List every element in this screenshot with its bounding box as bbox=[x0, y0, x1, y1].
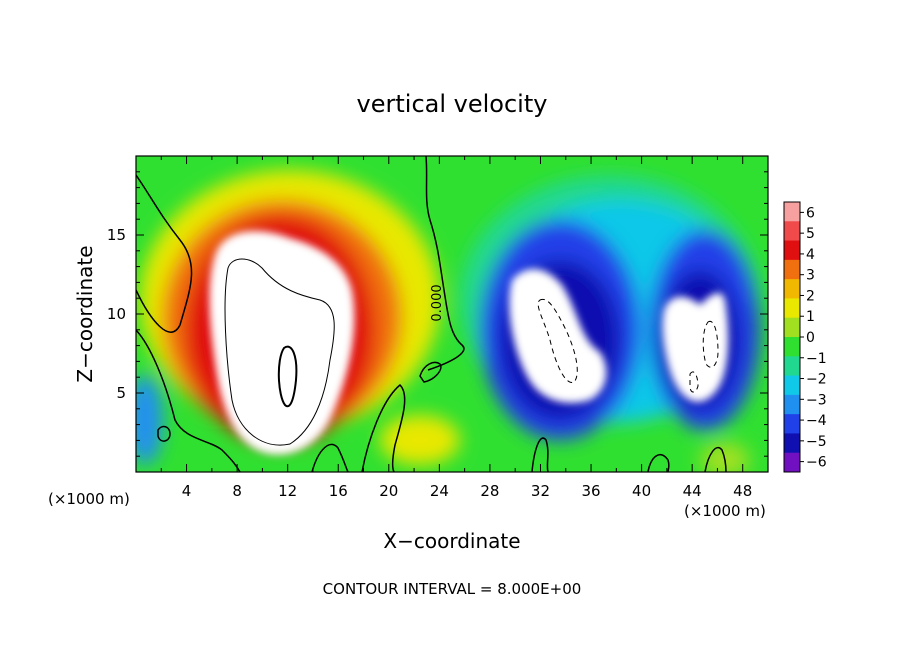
contour-zero-mid bbox=[311, 443, 349, 472]
x-tick-label: 12 bbox=[278, 482, 297, 500]
y-tick-label: 5 bbox=[116, 384, 126, 402]
colorbar-swatch bbox=[784, 221, 800, 242]
bottom-streak bbox=[380, 415, 460, 465]
contour-minus-2 bbox=[702, 320, 719, 368]
contour-minus-3 bbox=[689, 371, 699, 393]
contour-minus-1 bbox=[537, 298, 578, 383]
colorbar-swatch bbox=[784, 356, 800, 377]
colorbar-swatch bbox=[784, 414, 800, 434]
colorbar-swatch bbox=[784, 298, 800, 319]
colorbar-label: 4 bbox=[806, 247, 815, 263]
colorbar-label: −6 bbox=[806, 455, 827, 471]
colorbar-label: 5 bbox=[806, 226, 815, 242]
x-tick-label: 24 bbox=[430, 482, 449, 500]
colorbar-swatch bbox=[784, 317, 800, 338]
colorbar-swatch bbox=[784, 375, 800, 396]
x-unit-right: (×1000 m) bbox=[684, 502, 766, 520]
colorbar-swatch bbox=[784, 433, 800, 454]
colorbar-swatch bbox=[784, 202, 800, 222]
x-tick-label: 32 bbox=[531, 482, 550, 500]
x-axis-label: X−coordinate bbox=[383, 529, 520, 553]
contour-plus-outer bbox=[224, 258, 335, 446]
contour-zero-small bbox=[157, 425, 171, 442]
colorbar-label: 0 bbox=[806, 330, 815, 346]
x-tick-label: 36 bbox=[581, 482, 600, 500]
x-tick-label: 16 bbox=[329, 482, 348, 500]
y-tick-label: 15 bbox=[107, 226, 126, 244]
colorbar-swatch bbox=[784, 240, 800, 261]
x-tick-label: 40 bbox=[632, 482, 651, 500]
contour-zero-bottom-2 bbox=[647, 454, 670, 472]
colorbar: 6 5 4 3 2 1 0 −1 −2 −3 −4 −5 −6 bbox=[783, 201, 827, 473]
contour-zero-left bbox=[136, 174, 193, 333]
contour-zero-main bbox=[425, 156, 465, 371]
contour-plus-inner bbox=[277, 345, 298, 408]
x-unit-left: (×1000 m) bbox=[48, 490, 130, 508]
downdraft-white-core-1 bbox=[509, 269, 607, 404]
colorbar-swatch bbox=[784, 259, 800, 280]
y-axis-ticks: 5 10 15 bbox=[107, 171, 768, 457]
x-tick-label: 8 bbox=[232, 482, 242, 500]
contour-zero-bottom-1 bbox=[531, 437, 549, 472]
colorbar-label: −1 bbox=[806, 351, 827, 367]
contour-label: 0.000 bbox=[430, 284, 445, 321]
x-tick-label: 28 bbox=[480, 482, 499, 500]
colorbar-label: 1 bbox=[806, 309, 815, 325]
left-cyan-patch bbox=[136, 375, 163, 465]
colorbar-swatch bbox=[784, 394, 800, 415]
downdraft-white-core-2 bbox=[662, 292, 729, 402]
colorbar-label: −5 bbox=[806, 434, 827, 450]
contour-zero-loop bbox=[419, 361, 442, 383]
x-tick-label: 44 bbox=[683, 482, 702, 500]
colorbar-label: −3 bbox=[806, 392, 827, 408]
contour-interval-annotation: CONTOUR INTERVAL = 8.000E+00 bbox=[323, 580, 582, 598]
colorbar-swatch bbox=[784, 452, 800, 473]
contour-zero-left-2 bbox=[136, 329, 241, 472]
x-tick-label: 20 bbox=[379, 482, 398, 500]
colorbar-label: 3 bbox=[806, 268, 815, 284]
x-tick-label: 48 bbox=[733, 482, 752, 500]
contour-zero-bottom-3 bbox=[704, 446, 727, 472]
colorbar-label: −2 bbox=[806, 372, 827, 388]
y-tick-label: 10 bbox=[107, 305, 126, 323]
colorbar-swatch bbox=[784, 279, 800, 299]
contour-lines bbox=[136, 156, 727, 472]
updraft-white-core bbox=[209, 231, 355, 455]
contour-zero-mid-2 bbox=[361, 383, 406, 472]
y-axis-label: Z−coordinate bbox=[73, 245, 97, 382]
x-tick-label: 4 bbox=[182, 482, 192, 500]
colorbar-label: 6 bbox=[806, 205, 815, 221]
chart-title: vertical velocity bbox=[357, 90, 548, 118]
colorbar-label: −4 bbox=[806, 413, 827, 429]
colorbar-label: 2 bbox=[806, 288, 815, 304]
x-axis-ticks: 4 8 12 16 20 24 28 32 36 40 44 48 bbox=[160, 156, 752, 500]
plot-area bbox=[136, 156, 768, 472]
colorbar-swatch bbox=[784, 337, 800, 357]
